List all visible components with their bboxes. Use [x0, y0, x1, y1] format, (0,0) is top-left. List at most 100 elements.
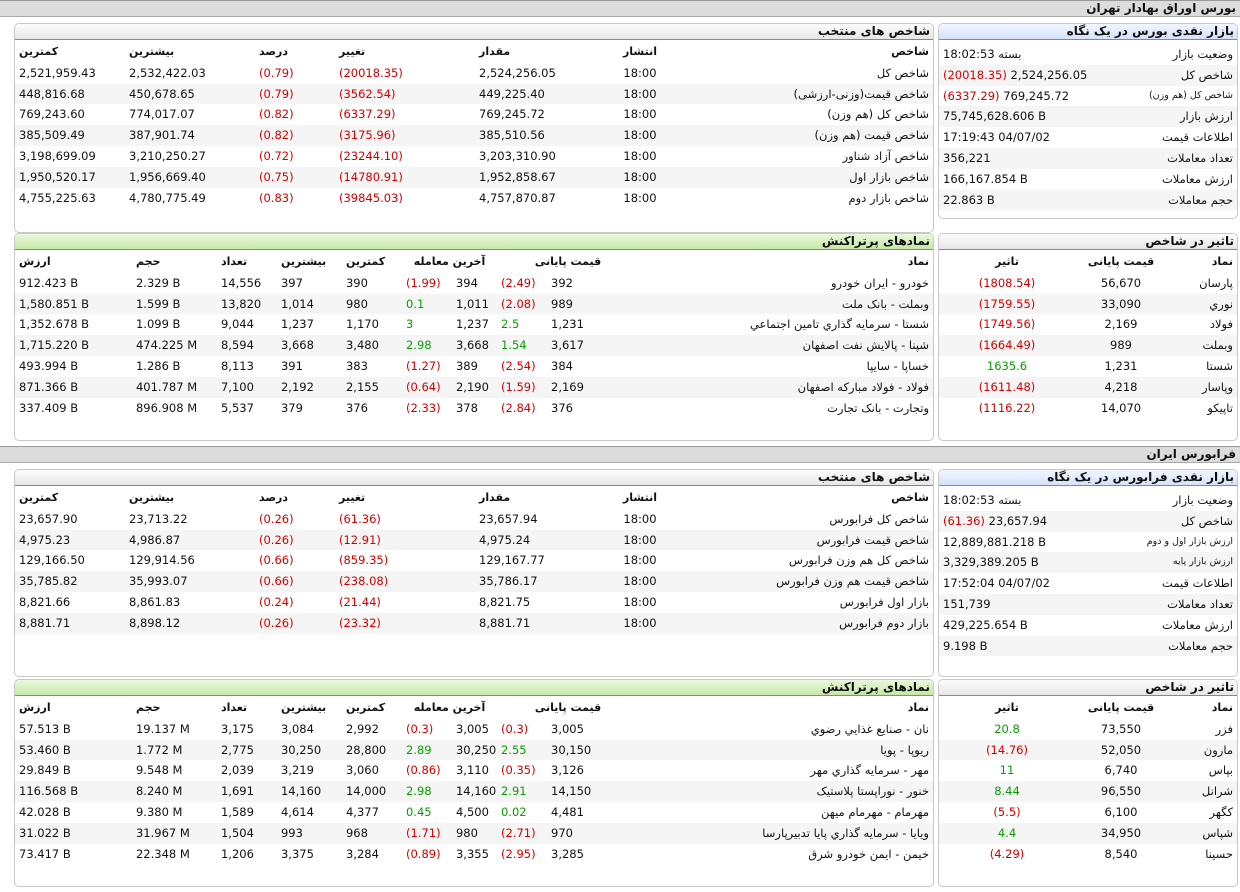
index-change: (3175.96): [335, 125, 475, 146]
glance-value-cell: 9.198 B: [939, 635, 1107, 657]
index-low: 8,881.71: [15, 612, 125, 634]
index-row: شاخص بازار دوم 18:00 4,757,870.87 (39845.03…: [15, 188, 933, 209]
active-symbol-row: خساپا - سایپا 384 (2.54) 389 (1.27) 383 391 8,1…: [15, 356, 933, 377]
last-price: 14,160: [451, 781, 497, 802]
impact-row: وپاسار 4,218 (1611.48): [939, 376, 1237, 398]
impact-symbol: مارون: [1167, 739, 1237, 761]
glance-row: تعداد معاملات 356,221: [939, 147, 1237, 169]
impact-row: نوري 33,090 (1759.55): [939, 293, 1237, 315]
column-header: حجم: [135, 255, 161, 268]
trade-count: 2,775: [216, 739, 277, 761]
symbol-name: خنور - نوراپستا پلاستیک: [639, 781, 933, 802]
symbol-name: مهر - سرمایه گذاري مهر: [810, 763, 929, 778]
active-symbol-row: فولاد - فولاد مبارکه اصفهان 2,169 (1.59) 2,…: [15, 376, 933, 398]
index-name: شاخص کل: [876, 65, 929, 80]
column-header: بیشترین: [280, 255, 327, 268]
volume: 9.548 M: [135, 763, 183, 778]
impact-effect: 1635.6: [986, 358, 1028, 373]
impact-close-price: 56,670: [1100, 275, 1142, 290]
index-change: (39845.03): [339, 190, 403, 205]
impact-effect: (1611.48): [939, 376, 1075, 398]
impact-effect: (4.29): [989, 846, 1025, 861]
column-header: حجم: [135, 701, 161, 714]
index-low: 448,816.68: [15, 83, 125, 105]
index-value: 3,203,310.90: [479, 148, 556, 163]
tse-impact-table: نماد قیمت پایانی تاثیر پارسان 56,670 (1808.5…: [939, 252, 1237, 418]
column-header: قیمت پایانی: [1087, 701, 1155, 714]
ifb-impact-table: نماد قیمت پایانی تاثیر فزر 73,550 20.8 مارون 5…: [939, 698, 1237, 864]
tse-indices-title: شاخص های منتخب: [15, 24, 933, 40]
close-change: (2.71): [496, 822, 547, 844]
tse-impact-panel: تاثیر در شاخص نماد قیمت پایانی تاثیر پارسا…: [938, 233, 1238, 441]
impact-row: کگهر 6,100 (5.5): [939, 802, 1237, 823]
trade-value: 42.028 B: [19, 804, 71, 819]
trade-count: 1,206: [220, 846, 254, 861]
glance-value: 151,739: [943, 596, 991, 611]
active-symbol-row: خیمن - ایمن خودرو شرق 3,285 (2.95) 3,355 (0.…: [15, 844, 933, 865]
high: 4,614: [280, 804, 314, 819]
column-header: قیمت پایانی: [534, 255, 602, 268]
impact-effect: (5.5): [993, 804, 1021, 819]
index-change: (61.36): [339, 511, 381, 526]
column-header: تغییر: [339, 491, 366, 504]
low: 383: [345, 358, 368, 373]
tse-section-bar: بورس اوراق بهادار تهران: [0, 0, 1240, 17]
last-price: 3,005: [455, 721, 489, 736]
low: 390: [345, 275, 368, 290]
index-name: شاخص قیمت فرابورس: [675, 529, 933, 551]
impact-close-price: 96,550: [1075, 781, 1167, 802]
column-header: تاثیر: [995, 255, 1019, 268]
impact-effect: (14.76): [939, 739, 1075, 761]
volume: 1.099 B: [135, 317, 181, 332]
column-header: تعداد: [220, 701, 248, 714]
tse-active-table: نماد قیمت پایانی آخرین معامله کمترین بیشترین…: [15, 252, 933, 418]
index-name: بازار اول فرابورس: [839, 594, 929, 609]
column-header: آخرین معامله: [413, 701, 486, 714]
column-header: آخرین معامله: [413, 255, 486, 268]
close-change: (2.95): [500, 846, 536, 861]
trade-count: 14,556: [220, 275, 262, 290]
high: 3,084: [280, 721, 314, 736]
last-change: (0.3): [405, 721, 434, 736]
index-name: شاخص آزاد شناور: [842, 148, 929, 163]
ifb-active-title: نمادهای پرتراکنش: [15, 680, 933, 696]
glance-row: شاخص کل (20018.35) 2,524,256.05: [939, 64, 1237, 86]
glance-label: اطلاعات قیمت: [1162, 130, 1233, 145]
trade-count: 5,537: [220, 400, 254, 415]
index-value: 2,524,256.05: [479, 65, 556, 80]
index-percent: (0.75): [255, 166, 335, 188]
active-symbol-row: خودرو - ایران خودرو 392 (2.49) 394 (1.99) 390…: [15, 273, 933, 294]
last-change: 0.1: [401, 293, 452, 315]
impact-effect: 8.44: [939, 781, 1075, 802]
index-low: 3,198,699.09: [19, 148, 96, 163]
index-name: شاخص کل هم وزن فرابورس: [788, 553, 929, 568]
glance-row: وضعیت بازار بسته 18:02:53: [939, 490, 1237, 511]
index-value: 385,510.56: [475, 125, 605, 146]
symbol-name: نان - صنایع غذایي رضوي: [810, 721, 929, 736]
close-price: 14,150: [547, 781, 639, 802]
glance-label: شاخص کل: [1107, 64, 1237, 86]
index-name: شاخص کل (هم وزن): [827, 107, 929, 122]
close-change: 2.91: [496, 781, 547, 802]
index-value: 8,881.71: [475, 612, 605, 634]
index-low: 385,509.49: [15, 125, 125, 146]
ifb-glance-table: وضعیت بازار بسته 18:02:53 شاخص کل (61.36) 2…: [939, 490, 1237, 657]
close-change: (1.59): [496, 376, 547, 398]
trade-value: 116.568 B: [15, 781, 132, 802]
close-price: 3,617: [547, 335, 639, 356]
last-change: (2.33): [405, 400, 441, 415]
ifb-active-panel: نمادهای پرتراکنش نماد قیمت پایانی آخرین مع…: [14, 679, 934, 887]
trade-count: 1,691: [216, 781, 277, 802]
impact-close-price: 2,169: [1104, 317, 1138, 332]
glance-row: شاخص کل (61.36) 23,657.94: [939, 510, 1237, 532]
ifb-section-bar: فرابورس ایران: [0, 446, 1240, 463]
index-low: 35,785.82: [15, 571, 125, 592]
glance-row: ارزش بازار 75,745,628.606 B: [939, 106, 1237, 128]
volume: 22.348 M: [135, 846, 190, 861]
tse-glance-table: وضعیت بازار بسته 18:02:53 شاخص کل (20018.35…: [939, 44, 1237, 211]
glance-label: ارزش بازار پایه: [1107, 552, 1237, 574]
close-price: 392: [551, 275, 573, 290]
last-change: (0.86): [405, 763, 441, 778]
column-header: نماد: [907, 701, 929, 714]
index-time: 18:00: [623, 190, 657, 205]
